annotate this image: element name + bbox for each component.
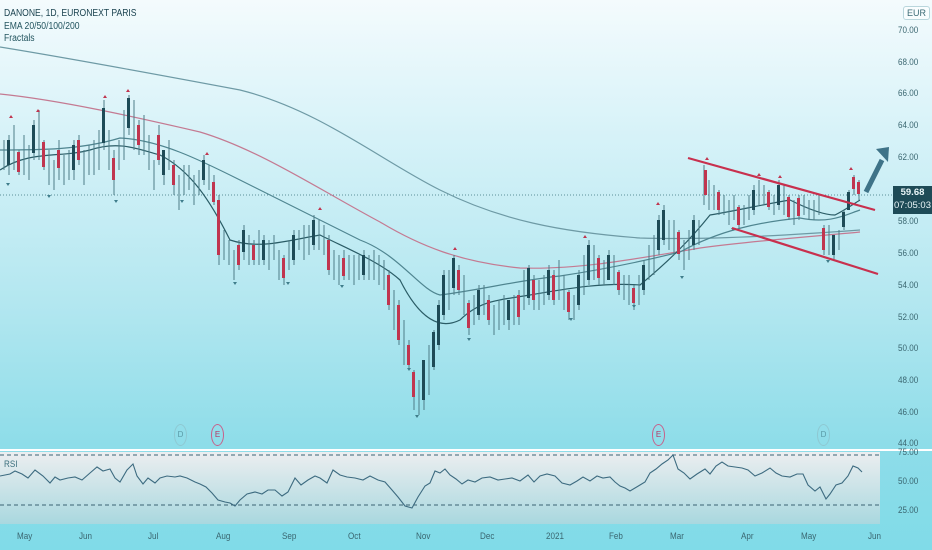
time-tick: Apr <box>741 531 754 542</box>
rsi-tick: 75.00 <box>898 447 919 458</box>
price-tick: 46.00 <box>898 407 919 418</box>
time-tick: Feb <box>609 531 623 542</box>
time-tick: Aug <box>216 531 231 542</box>
rsi-label[interactable]: RSI <box>4 459 18 470</box>
price-tick: 66.00 <box>898 88 919 99</box>
price-tick: 68.00 <box>898 57 919 68</box>
fractals-indicator-label[interactable]: Fractals <box>4 33 35 44</box>
ema-50-line <box>0 137 861 296</box>
last-price-label: 59.68 07:05:03 <box>893 186 932 214</box>
upper-trendline[interactable] <box>687 156 876 212</box>
ema-indicator-label[interactable]: EMA 20/50/100/200 <box>4 20 80 32</box>
price-tick: 62.00 <box>898 152 919 163</box>
rsi-tick: 50.00 <box>898 476 919 487</box>
time-tick: Jun <box>868 531 882 542</box>
time-tick: Nov <box>416 531 431 542</box>
price-tick: 70.00 <box>898 25 919 36</box>
dividend-marker[interactable]: D <box>817 424 830 446</box>
price-tick: 64.00 <box>898 120 919 131</box>
rsi-line <box>0 453 863 509</box>
price-tick: 44.00 <box>898 438 919 449</box>
fractal-down-markers <box>6 183 830 418</box>
time-tick: May <box>17 531 33 542</box>
price-tick: 50.00 <box>898 343 919 354</box>
rsi-pane-gradient <box>0 452 880 524</box>
time-tick: Oct <box>348 531 361 542</box>
dividend-marker[interactable]: D <box>174 424 187 446</box>
time-tick: Mar <box>670 531 684 542</box>
ema-100-line <box>0 93 861 269</box>
time-tick: Jun <box>79 531 93 542</box>
ema-200-line <box>0 46 861 240</box>
time-tick: Sep <box>282 531 297 542</box>
price-tick: 52.00 <box>898 312 919 323</box>
earnings-marker[interactable]: E <box>211 424 224 446</box>
time-tick: Jul <box>148 531 159 542</box>
chart-legend[interactable]: DANONE, 1D, EURONEXT PARIS EMA 20/50/100… <box>4 8 137 46</box>
price-tick: 58.00 <box>898 216 919 227</box>
candlesticks <box>3 95 860 415</box>
breakout-arrow-icon[interactable] <box>863 147 889 194</box>
lower-trendline[interactable] <box>731 226 879 276</box>
time-tick: May <box>801 531 817 542</box>
price-tick: 54.00 <box>898 280 919 291</box>
price-tick: 48.00 <box>898 375 919 386</box>
time-tick: 2021 <box>546 531 564 542</box>
ema-20-line <box>0 145 861 325</box>
time-tick: Dec <box>480 531 495 542</box>
price-tick: 56.00 <box>898 248 919 259</box>
bar-countdown: 07:05:03 <box>894 200 931 211</box>
rsi-tick: 25.00 <box>898 505 919 516</box>
last-price-value: 59.68 <box>900 187 925 198</box>
earnings-marker[interactable]: E <box>652 424 665 446</box>
currency-button[interactable]: EUR <box>903 6 931 20</box>
symbol-title[interactable]: DANONE, 1D, EURONEXT PARIS <box>4 8 137 19</box>
